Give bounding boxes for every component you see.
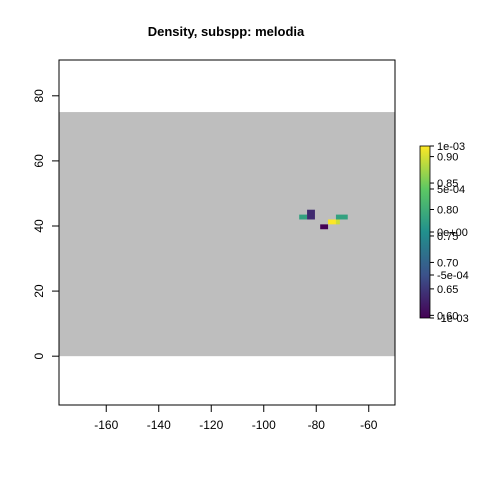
heatmap-cell	[320, 224, 329, 230]
y-tick-label: 80	[32, 89, 46, 103]
colorbar-label: 0.60	[437, 310, 458, 322]
heatmap-cell	[335, 214, 348, 220]
heatmap-cell	[335, 219, 340, 225]
x-tick-label: -80	[308, 418, 326, 432]
colorbar-gradient	[419, 145, 431, 319]
colorbar-label: 0.75	[437, 231, 458, 243]
x-tick-label: -60	[360, 418, 378, 432]
x-tick-label: -120	[199, 418, 223, 432]
y-tick-label: 60	[32, 154, 46, 168]
colorbar-label: 0.70	[437, 257, 458, 269]
x-tick-label: -140	[147, 418, 171, 432]
chart-title: Density, subspp: melodia	[148, 24, 305, 39]
y-tick-label: 0	[32, 353, 46, 360]
colorbar-label: -1e-03	[437, 313, 469, 325]
y-tick-label: 20	[32, 284, 46, 298]
colorbar-legend: 1e-03 5e-04 0e+00 -5e-04 -1e-03 0.90 0.85 0.80 0…	[419, 141, 469, 325]
colorbar-label: 0.85	[437, 178, 458, 190]
heatmap-cell	[328, 219, 336, 225]
colorbar-label: 0.80	[437, 205, 458, 217]
y-axis: 0 20 40 60 80	[32, 89, 60, 360]
x-tick-label: -160	[94, 418, 118, 432]
heatmap-cell	[299, 214, 308, 220]
colorbar-label: -5e-04	[437, 270, 469, 282]
colorbar-label: 0.65	[437, 284, 458, 296]
heatmap-cell	[307, 209, 315, 220]
colorbar-label: 5e-04	[437, 184, 465, 196]
plot-area	[58, 59, 396, 406]
colorbar-label: 0.90	[437, 152, 458, 164]
y-tick-label: 40	[32, 219, 46, 233]
colorbar-label: 1e-03	[437, 141, 465, 153]
x-axis: -160 -140 -120 -100 -80 -60	[94, 404, 378, 432]
background-region	[59, 112, 395, 357]
x-tick-label: -100	[252, 418, 276, 432]
colorbar-label: 0e+00	[437, 227, 468, 239]
